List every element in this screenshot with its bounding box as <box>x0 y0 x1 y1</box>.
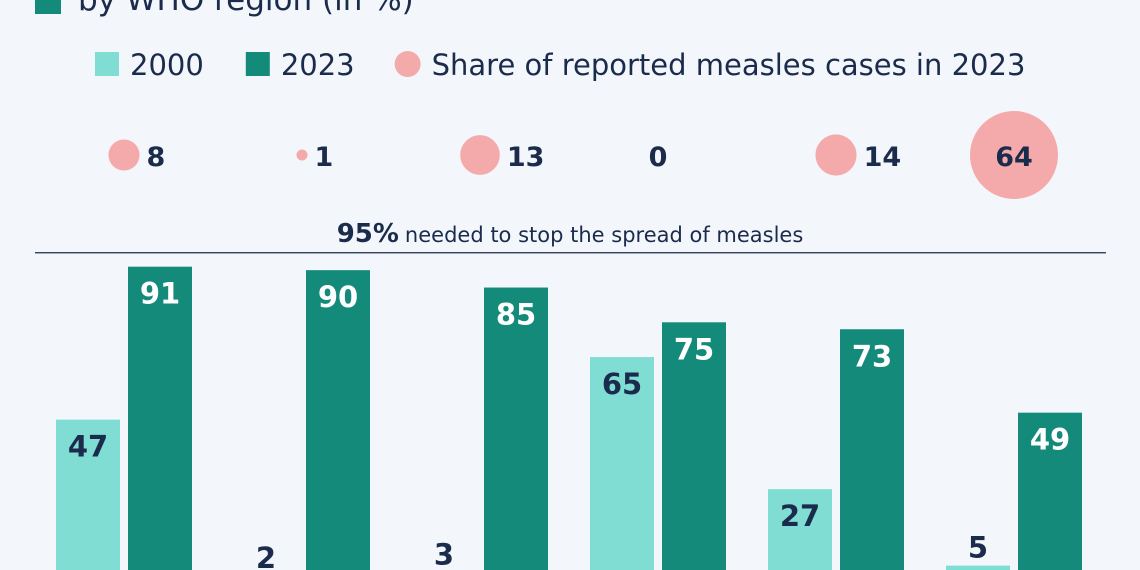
bar <box>128 266 192 570</box>
value-label: 85 <box>496 298 536 332</box>
value-label: 73 <box>852 339 892 373</box>
bubble <box>296 149 308 161</box>
bar <box>840 329 904 570</box>
bubble-label: 0 <box>649 142 668 173</box>
value-label: 90 <box>318 280 358 314</box>
bubble-label: 64 <box>995 142 1033 173</box>
legend-label: 2000 <box>130 48 204 82</box>
value-label: 2 <box>256 541 276 570</box>
legend-label: Share of reported measles cases in 2023 <box>432 48 1026 82</box>
bar <box>306 270 370 570</box>
bubble <box>460 135 500 175</box>
bubble-label: 13 <box>507 142 545 173</box>
bar <box>1018 412 1082 570</box>
value-label: 27 <box>780 499 820 533</box>
bar <box>590 357 654 570</box>
chart-title: by WHO region (in %) <box>78 0 414 18</box>
value-label: 5 <box>968 531 988 565</box>
bubble <box>108 139 140 171</box>
legend-swatch <box>394 51 421 77</box>
bubble-label: 1 <box>315 142 334 173</box>
bubble <box>815 134 857 176</box>
bubble <box>970 111 1058 199</box>
value-label: 49 <box>1030 423 1070 457</box>
title-marker <box>35 0 61 14</box>
bar <box>768 489 832 570</box>
value-label: 3 <box>434 538 454 570</box>
bubble-label: 14 <box>864 142 902 173</box>
legend-swatch <box>95 52 119 76</box>
bar <box>662 322 726 570</box>
reference-text: needed to stop the spread of measles <box>405 223 803 247</box>
bar <box>56 419 120 570</box>
reference: 95% needed to stop the spread of measles <box>337 219 804 249</box>
reference-label: 95% needed to stop the spread of measles <box>337 219 804 249</box>
reference-value: 95% <box>337 219 399 249</box>
legend-swatch <box>245 52 270 76</box>
bar <box>946 565 1010 570</box>
value-label: 75 <box>674 332 714 366</box>
value-label: 91 <box>140 277 180 311</box>
value-label: 65 <box>602 367 642 401</box>
bubble-label: 8 <box>147 142 166 173</box>
legend-label: 2023 <box>281 48 355 82</box>
value-label: 47 <box>68 430 108 464</box>
bar <box>484 287 548 570</box>
